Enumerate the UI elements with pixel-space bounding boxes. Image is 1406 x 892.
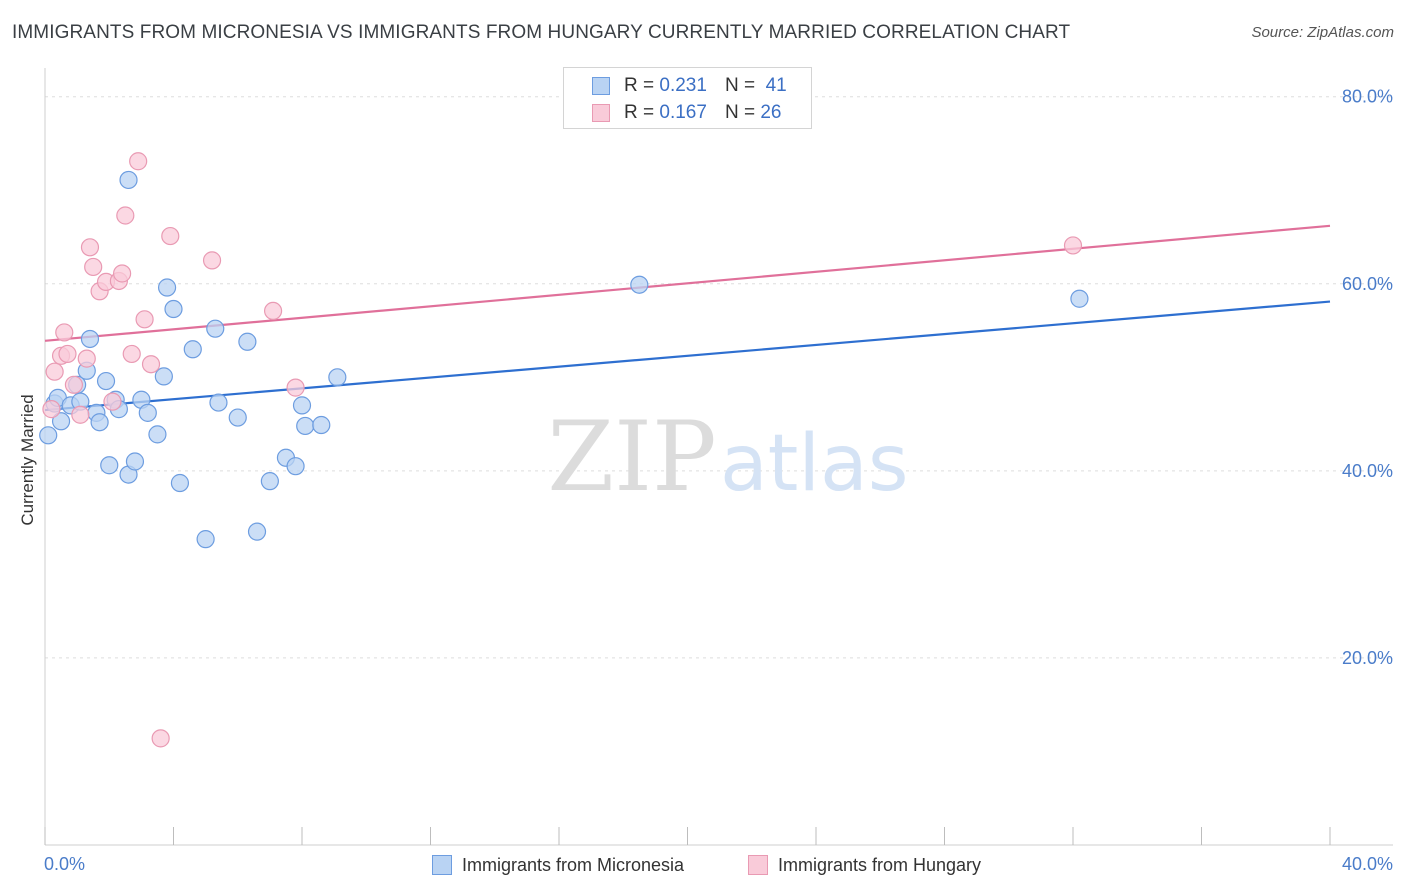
data-point-micronesia (209, 393, 228, 412)
hungary-legend-swatch (748, 855, 768, 875)
data-point-hungary (135, 310, 154, 329)
data-point-hungary (103, 392, 122, 411)
data-point-hungary (1063, 236, 1083, 255)
y-tick-label: 20.0% (1342, 648, 1393, 668)
n-label: N = (724, 102, 756, 123)
micronesia-legend-swatch (432, 855, 452, 875)
data-point-hungary (151, 729, 170, 748)
y-axis-label: Currently Married (18, 394, 37, 525)
chart-title: IMMIGRANTS FROM MICRONESIA VS IMMIGRANTS… (12, 22, 1071, 43)
data-point-micronesia (51, 412, 71, 431)
x-tick-labels: 0.0% 40.0% (44, 854, 1393, 874)
data-point-micronesia (206, 319, 225, 338)
data-point-hungary (45, 362, 64, 381)
n-value-hungary: 26 (760, 102, 782, 123)
data-point-micronesia (1070, 289, 1089, 308)
watermark-atlas: atlas (720, 419, 909, 509)
data-point-hungary (263, 301, 283, 321)
data-point-micronesia (228, 408, 247, 427)
trend-line-hungary (44, 224, 1331, 342)
data-point-hungary (116, 206, 135, 225)
r-value-micronesia: 0.231 (659, 75, 707, 96)
data-point-hungary (286, 378, 305, 397)
data-point-hungary (84, 257, 103, 277)
legend-item-micronesia: Immigrants from Micronesia (432, 852, 684, 878)
data-point-hungary (129, 152, 148, 171)
data-point-micronesia (196, 530, 215, 549)
data-point-hungary (112, 264, 132, 283)
data-point-micronesia (96, 371, 116, 391)
hungary-swatch (592, 104, 610, 122)
trend-lines (44, 224, 1331, 412)
data-point-micronesia (39, 426, 58, 445)
data-point-micronesia (100, 456, 119, 475)
data-point-micronesia (125, 452, 145, 471)
data-point-micronesia (90, 413, 109, 432)
watermark-zip: ZIP (547, 401, 716, 513)
y-tick-label: 80.0% (1342, 87, 1393, 107)
data-point-micronesia (170, 473, 190, 493)
hungary-legend-label: Immigrants from Hungary (778, 854, 982, 875)
y-tick-label: 60.0% (1342, 274, 1393, 294)
data-point-micronesia (260, 472, 279, 491)
data-point-hungary (71, 405, 90, 424)
data-point-hungary (141, 355, 161, 374)
data-point-micronesia (296, 416, 315, 436)
data-point-micronesia (164, 299, 183, 319)
y-tick-labels: 20.0% 40.0% 60.0% 80.0% (1342, 87, 1393, 668)
data-point-hungary (42, 400, 61, 419)
x-tick-label: 0.0% (44, 854, 85, 874)
data-point-hungary (80, 238, 100, 257)
trend-line-micronesia (44, 300, 1331, 412)
micronesia-swatch (592, 77, 610, 95)
source-label: Source: ZipAtlas.com (1251, 24, 1394, 41)
gridlines (45, 96, 1393, 659)
r-label: R = (624, 102, 655, 123)
watermark: ZIP atlas (547, 401, 908, 513)
stats-legend: R = 0.231 N = 41 R = 0.167 N = 26 (563, 67, 812, 129)
r-label: R = (624, 75, 655, 96)
data-point-hungary (55, 323, 74, 342)
axes (44, 68, 1393, 846)
micronesia-legend-label: Immigrants from Micronesia (462, 854, 685, 875)
data-point-micronesia (138, 403, 157, 422)
data-points (39, 152, 1089, 748)
data-point-micronesia (247, 522, 267, 541)
data-point-micronesia (148, 425, 167, 444)
data-point-micronesia (312, 415, 331, 435)
data-point-micronesia (630, 275, 649, 294)
n-label: N = (724, 75, 756, 96)
data-point-hungary (58, 344, 77, 364)
y-tick-label: 40.0% (1342, 461, 1393, 481)
data-point-micronesia (183, 340, 202, 359)
stats-legend-row-micronesia: R = 0.231 N = 41 (592, 74, 787, 98)
x-tick-label: 40.0% (1342, 854, 1393, 874)
data-point-micronesia (119, 170, 138, 190)
data-point-micronesia (292, 396, 312, 415)
data-point-micronesia (238, 332, 257, 351)
n-value-micronesia: 41 (765, 75, 787, 96)
data-point-micronesia (286, 457, 305, 476)
data-point-hungary (122, 344, 141, 364)
data-point-micronesia (157, 278, 177, 297)
legend-item-hungary: Immigrants from Hungary (748, 852, 981, 878)
data-point-micronesia (80, 329, 100, 349)
data-point-micronesia (328, 368, 347, 387)
data-point-hungary (161, 226, 180, 246)
stats-legend-row-hungary: R = 0.167 N = 26 (592, 101, 781, 125)
data-point-hungary (64, 375, 84, 394)
r-value-hungary: 0.167 (659, 102, 707, 123)
data-point-hungary (77, 349, 96, 368)
data-point-hungary (202, 251, 222, 270)
data-point-micronesia (154, 367, 173, 386)
